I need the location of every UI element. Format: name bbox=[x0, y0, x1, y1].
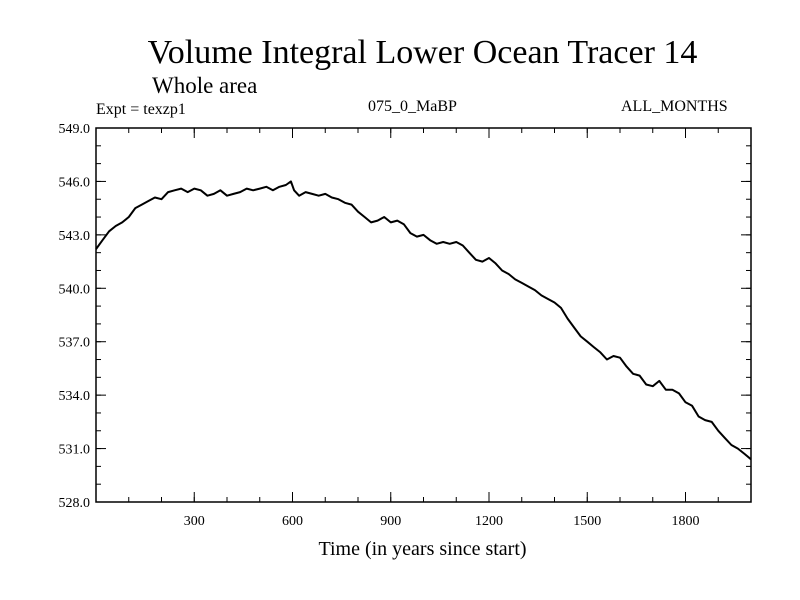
y-tick-label: 528.0 bbox=[59, 496, 91, 511]
x-tick-label: 600 bbox=[282, 514, 303, 529]
x-tick-label: 1500 bbox=[573, 514, 601, 529]
y-tick-label: 546.0 bbox=[59, 175, 91, 190]
y-tick-label: 543.0 bbox=[59, 229, 91, 244]
x-tick-label: 900 bbox=[380, 514, 401, 529]
chart-subtitle: Whole area bbox=[152, 73, 258, 98]
axis-ticks: 300 600 900 1200 1500 1800 528.0 531.0 534.0 537.… bbox=[59, 122, 751, 529]
x-axis-label: Time (in years since start) bbox=[318, 538, 527, 560]
series-line bbox=[95, 180, 752, 461]
x-tick-label: 1800 bbox=[672, 514, 700, 529]
y-tick-label: 537.0 bbox=[59, 336, 91, 351]
chart-title: Volume Integral Lower Ocean Tracer 14 bbox=[147, 34, 698, 71]
y-tick-label: 540.0 bbox=[59, 282, 91, 297]
months-label: ALL_MONTHS bbox=[621, 98, 728, 115]
x-tick-label: 300 bbox=[184, 514, 205, 529]
series-group bbox=[95, 180, 752, 461]
experiment-label: Expt = texzp1 bbox=[96, 101, 186, 118]
plot-frame bbox=[95, 127, 752, 503]
y-tick-label: 531.0 bbox=[59, 443, 91, 458]
y-tick-label: 549.0 bbox=[59, 122, 91, 137]
period-label: 075_0_MaBP bbox=[368, 98, 457, 115]
y-tick-label: 534.0 bbox=[59, 389, 91, 404]
x-tick-label: 1200 bbox=[475, 514, 503, 529]
